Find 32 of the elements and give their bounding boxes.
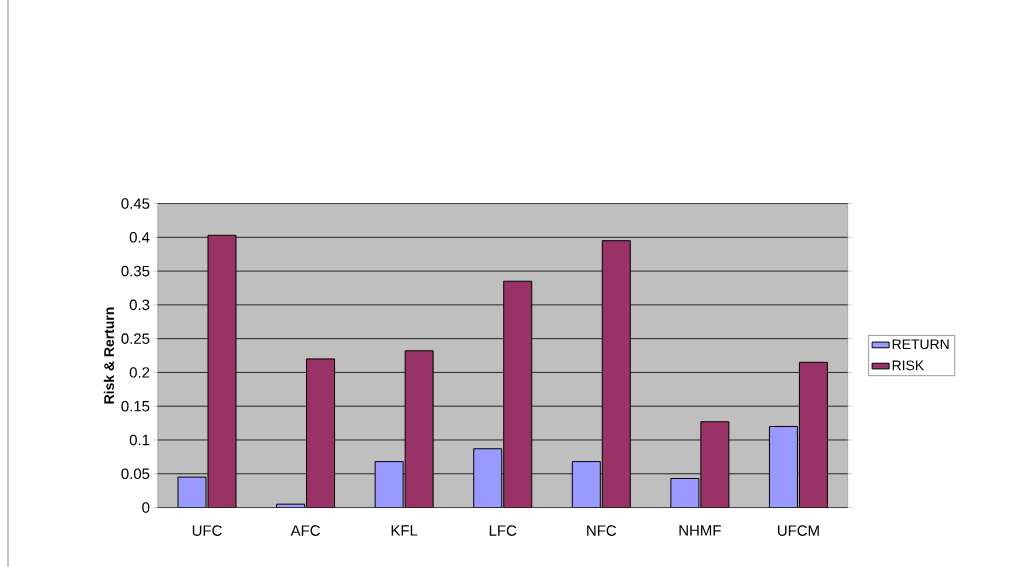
bar — [473, 448, 503, 508]
bar — [503, 280, 533, 508]
x-tick-label: NHMF — [679, 525, 721, 536]
bar — [700, 421, 730, 508]
x-tick-label: LFC — [489, 525, 517, 536]
bar — [374, 461, 404, 508]
bar — [404, 350, 434, 508]
x-tick-label: NFC — [587, 525, 617, 536]
bar — [571, 461, 601, 508]
bar — [601, 240, 631, 508]
legend-label: RETURN — [892, 339, 949, 350]
y-tick-label: 0.1 — [129, 434, 150, 446]
bar — [768, 425, 798, 508]
x-tick-label: AFC — [290, 525, 320, 536]
y-tick-label: 0 — [142, 502, 150, 513]
y-tick-label: 0.05 — [121, 468, 150, 480]
y-tick-label: 0.35 — [121, 265, 150, 277]
y-tick-label: 0.45 — [121, 198, 150, 209]
y-tick-label: 0.4 — [129, 232, 150, 243]
x-tick-label: KFL — [391, 525, 418, 536]
bar — [798, 361, 828, 508]
x-tick-label: UFC — [192, 525, 222, 536]
bar — [670, 477, 700, 508]
y-tick-label: 0.15 — [121, 400, 150, 412]
y-tick-label: 0.3 — [129, 299, 150, 311]
bar — [306, 358, 336, 508]
y-axis-title: Risk & Rerturn — [103, 307, 115, 404]
bar — [207, 234, 237, 508]
y-tick-label: 0.25 — [121, 333, 150, 344]
y-tick-label: 0.2 — [129, 367, 150, 378]
legend-label: RISK — [892, 360, 925, 371]
x-tick-label: UFCM — [778, 525, 819, 536]
